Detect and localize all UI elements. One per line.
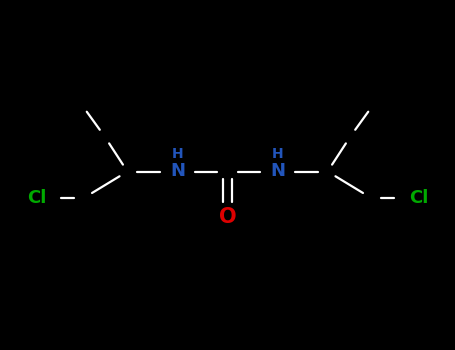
Text: N: N (270, 162, 285, 181)
Text: H: H (272, 147, 283, 161)
Text: N: N (170, 162, 185, 181)
Text: H: H (172, 147, 183, 161)
Text: O: O (219, 207, 236, 227)
Text: Cl: Cl (27, 189, 46, 207)
Text: Cl: Cl (409, 189, 428, 207)
